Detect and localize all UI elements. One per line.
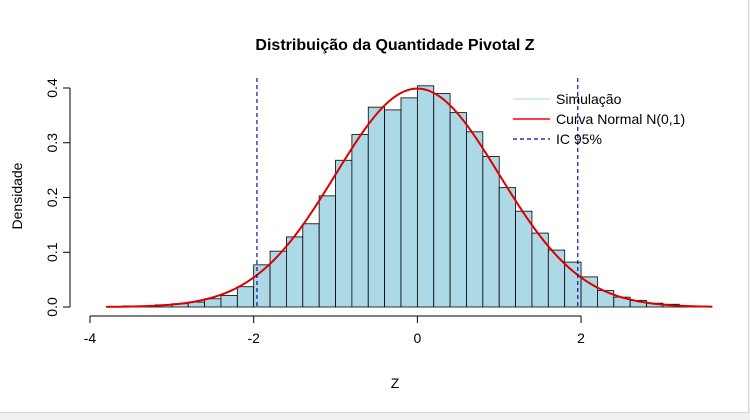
chart: Distribuição da Quantidade Pivotal Z -4-… [9, 37, 713, 391]
legend: Simulação Curva Normal N(0,1) IC 95% [513, 91, 685, 147]
x-axis-label: Z [391, 375, 400, 391]
histogram-bar [433, 93, 451, 308]
histogram-bar [564, 261, 582, 308]
y-tick-label: 0.0 [44, 297, 60, 317]
histogram-bars [105, 85, 713, 308]
histogram-bar [269, 250, 287, 308]
histogram-bar [236, 286, 255, 308]
histogram-bar [498, 187, 516, 308]
legend-label-ic: IC 95% [556, 131, 602, 147]
y-axis-label: Densidade [9, 162, 25, 229]
normal-curve [106, 87, 713, 308]
histogram-bar [302, 223, 320, 308]
histogram-bar [400, 97, 418, 308]
chart-title: Distribuição da Quantidade Pivotal Z [255, 37, 534, 54]
histogram-bar [416, 85, 435, 308]
y-axis: 0.0 0.1 0.2 0.3 0.4 [44, 78, 71, 317]
y-tick-label: 0.2 [44, 188, 60, 208]
histogram-bar [466, 131, 484, 308]
histogram-bar [384, 109, 402, 308]
x-tick-label: -2 [247, 330, 260, 346]
histogram-bar [449, 112, 467, 308]
histogram-bar [351, 134, 369, 308]
histogram-bar [547, 249, 566, 308]
x-tick-label: 0 [413, 330, 421, 346]
y-tick-label: 0.1 [44, 242, 60, 262]
y-tick-label: 0.3 [44, 133, 60, 153]
legend-label-normal: Curva Normal N(0,1) [556, 111, 685, 127]
histogram-bar [482, 156, 500, 308]
histogram-bar [367, 106, 386, 308]
histogram-bar [515, 210, 533, 308]
x-axis: -4 -2 0 2 [84, 315, 585, 346]
x-tick-label: -4 [84, 330, 97, 346]
histogram-bar [204, 298, 222, 308]
y-tick-label: 0.4 [44, 78, 60, 98]
histogram-bar [580, 276, 598, 308]
x-tick-label: 2 [577, 330, 585, 346]
histogram-bar [220, 295, 238, 308]
histogram-bar [318, 195, 336, 308]
histogram-bar [335, 159, 353, 308]
ci-lines [256, 78, 579, 307]
legend-label-simulacao: Simulação [556, 91, 622, 107]
histogram-bar [286, 236, 304, 308]
